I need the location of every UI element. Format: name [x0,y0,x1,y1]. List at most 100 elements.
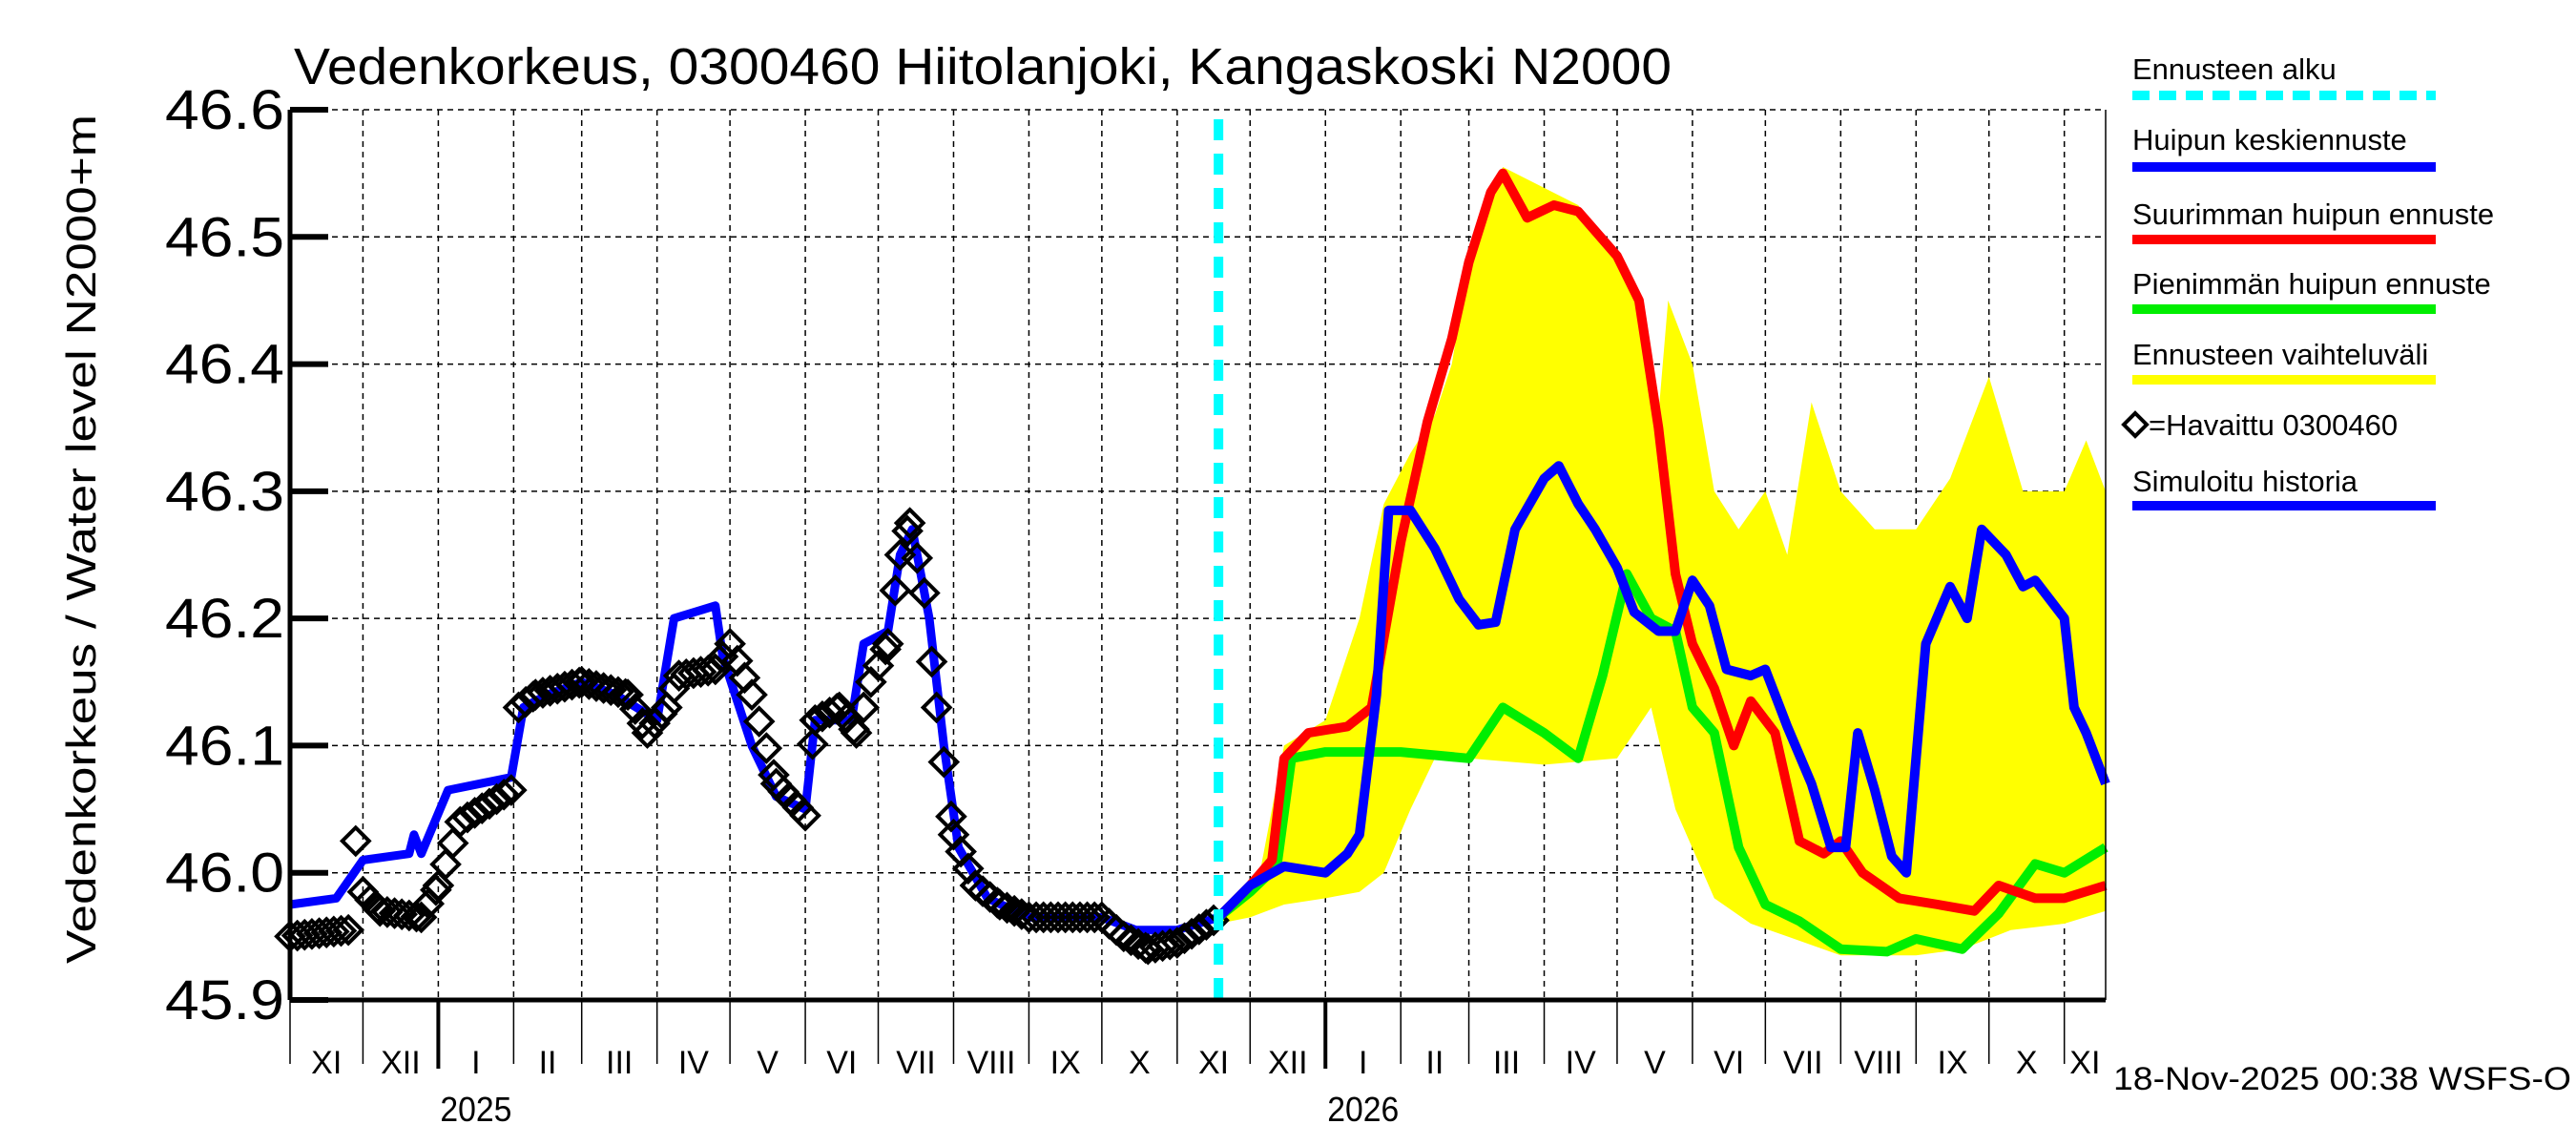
observed-point [494,774,528,806]
observed-point [466,792,499,824]
month-label: III [1493,1045,1520,1081]
observed-point [998,894,1030,927]
month-label: IX [1050,1045,1081,1081]
y-tick-label: 46.2 [165,588,284,650]
month-label: VI [826,1045,857,1081]
observed-point [1175,917,1208,950]
observed-point [444,805,477,839]
month-label: III [606,1045,633,1081]
observed-point [1012,901,1046,934]
observed-point [429,848,462,881]
y-tick-label: 46.1 [165,715,284,777]
legend-label: =Havaittu 0300460 [2149,408,2398,442]
legend-label: Ennusteen alku [2132,52,2337,86]
observed-point [990,891,1024,925]
observed-point [736,678,768,711]
legend-label: Simuloitu historia [2132,465,2358,498]
year-label: 2025 [440,1090,511,1129]
month-label: XI [311,1045,342,1081]
observed-point [1056,901,1090,934]
observed-point [332,913,364,947]
observed-point [742,705,776,738]
y-tick-label: 46.6 [165,79,284,141]
observed-point [789,799,821,832]
legend-label: Huipun keskiennuste [2132,123,2407,156]
observed-point [631,717,664,749]
observed-point [1161,926,1194,959]
month-label: V [757,1045,779,1081]
observed-point [549,670,581,703]
observed-point [847,691,881,724]
observed-point [1146,929,1179,963]
observed-point [901,542,934,574]
observed-point [1070,901,1104,934]
month-label: I [471,1045,480,1081]
observed-point [871,627,904,660]
month-label: XII [1268,1045,1308,1081]
month-label: XI [1198,1045,1229,1081]
observed-point [984,888,1016,921]
month-label: X [2016,1045,2038,1081]
observed-point [618,693,652,725]
observed-point [750,732,783,764]
month-label: XII [381,1045,421,1081]
month-label: X [1129,1045,1151,1081]
observed-point [1122,927,1154,961]
observed-point [1168,922,1201,955]
observed-point [436,826,469,860]
y-tick-label: 46.3 [165,461,284,523]
observed-point [920,691,953,724]
observed-point [480,782,513,816]
observed-point [451,801,484,834]
y-tick-label: 46.5 [165,206,284,268]
legend-diamond-icon [2121,410,2150,439]
grid [290,109,2106,1001]
observed-point [822,691,856,724]
observed-point [393,899,426,932]
observed-point [458,797,491,829]
month-label: XI [2069,1045,2100,1081]
month-label: VII [1783,1045,1823,1081]
observed-point [1114,924,1148,957]
legend-label: Ennusteen vaihteluväli [2132,338,2428,371]
observed-point [840,717,873,749]
observed-point [1034,901,1068,934]
observed-point [1182,913,1215,946]
observed-point [893,507,926,540]
observed-point [799,703,832,737]
observed-point [1064,901,1096,934]
legend-label: Suurimman huipun ennuste [2132,198,2494,231]
observed-point [324,914,358,947]
month-label: IV [678,1045,709,1081]
observed-point [1078,901,1111,934]
observed-point [612,678,644,711]
max-forecast-line [1215,168,2108,921]
chart-title: Vedenkorkeus, 0300460 Hiitolanjoki, Kang… [294,38,1672,95]
month-label: V [1644,1045,1666,1081]
observed-point [796,727,829,760]
month-label: II [1425,1045,1444,1081]
observed-point [698,653,732,686]
y-tick-label: 46.4 [165,334,284,396]
observed-point [1049,901,1082,934]
y-tick-label: 45.9 [165,969,284,1031]
y-axis-label: Vedenkorkeus / Water level N2000+m [58,114,105,964]
observed-point [1027,901,1060,934]
month-label: IV [1566,1045,1596,1081]
month-label: IX [1937,1045,1967,1081]
observed-point [927,745,961,779]
observed-point [1107,920,1140,953]
month-label: I [1359,1045,1367,1081]
y-tick-label: 46.0 [165,843,284,905]
year-label: 2026 [1327,1090,1399,1129]
observed-point [684,656,717,688]
month-label: VI [1714,1045,1744,1081]
observed-point [1020,901,1052,934]
observed-point [1153,927,1187,961]
axes: 45.946.046.146.246.346.446.546.6XI XII I20… [165,79,2107,1129]
observed-point [488,779,521,811]
month-label: VIII [1854,1045,1902,1081]
observed-point [879,573,912,607]
observed-markers [274,507,1230,966]
